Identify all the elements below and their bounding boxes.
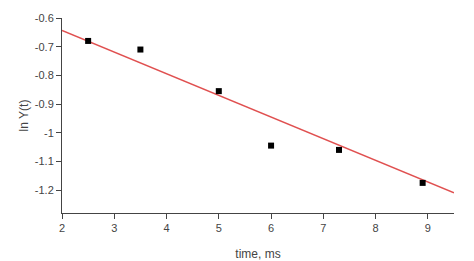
svg-text:3: 3 [111, 222, 117, 234]
svg-text:-0.9: -0.9 [35, 98, 54, 110]
svg-text:-1.1: -1.1 [35, 155, 54, 167]
svg-text:5: 5 [216, 222, 222, 234]
svg-text:2: 2 [59, 222, 65, 234]
svg-text:-0.8: -0.8 [35, 69, 54, 81]
svg-text:-1: -1 [44, 127, 54, 139]
svg-text:9: 9 [425, 222, 431, 234]
svg-text:8: 8 [373, 222, 379, 234]
svg-text:-0.6: -0.6 [35, 12, 54, 24]
svg-text:7: 7 [320, 222, 326, 234]
svg-text:-1.2: -1.2 [35, 184, 54, 196]
svg-text:ln Y(t): ln Y(t) [17, 100, 31, 132]
svg-text:6: 6 [268, 222, 274, 234]
svg-text:-0.7: -0.7 [35, 41, 54, 53]
svg-text:time, ms: time, ms [235, 247, 280, 261]
svg-text:4: 4 [163, 222, 169, 234]
